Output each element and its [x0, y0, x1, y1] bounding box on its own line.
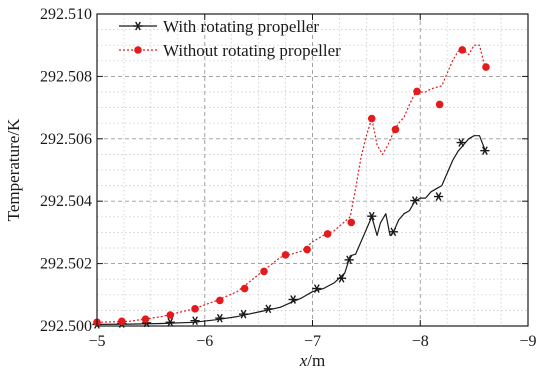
series-1-marker — [410, 196, 420, 205]
series-2-marker — [323, 230, 332, 238]
y-tick-label: 292.504 — [40, 193, 92, 210]
grid — [97, 14, 528, 326]
series-2-marker — [367, 114, 376, 123]
series-1-marker — [336, 273, 347, 283]
legend-label: Without rotating propeller — [163, 41, 341, 60]
y-tick-label: 292.506 — [40, 131, 92, 148]
x-tick-labels: −5 −6 −7 −8 −9 — [88, 333, 536, 350]
series-1-marker — [344, 255, 354, 265]
axis-ticks — [96, 13, 529, 327]
y-tick-label: 292.502 — [40, 256, 92, 273]
series-1-marker — [190, 316, 200, 326]
series-2-marker — [240, 284, 249, 293]
series-2-marker — [166, 311, 175, 319]
series-1-marker — [215, 313, 225, 323]
series-2-marker — [216, 296, 224, 305]
y-tick-label: 292.508 — [40, 68, 92, 85]
series-2-marker — [141, 315, 150, 323]
series-1-marker — [238, 309, 249, 319]
series-2-marker — [482, 63, 490, 71]
y-tick-label: 292.510 — [40, 6, 92, 23]
series-2-marker — [303, 245, 311, 254]
x-tick-label: −6 — [196, 333, 213, 350]
series-2-marker — [260, 267, 268, 276]
series-1-marker — [388, 227, 398, 237]
legend-marker — [133, 21, 143, 31]
legend-marker — [134, 46, 142, 54]
series-1-marker — [433, 192, 444, 201]
x-tick-label: −7 — [304, 333, 321, 350]
x-axis-label: x/m — [299, 351, 326, 370]
y-tick-label: 292.500 — [40, 318, 92, 335]
series-2-marker — [347, 218, 356, 227]
legend-label: With rotating propeller — [163, 17, 319, 36]
series-2-marker — [391, 125, 400, 134]
series-layer — [92, 44, 490, 329]
series-2-marker — [435, 100, 444, 109]
x-tick-label: −8 — [412, 333, 429, 350]
legend: With rotating propeller Without rotating … — [119, 17, 341, 60]
x-tick-label: −9 — [519, 333, 536, 350]
series-1-marker — [288, 295, 298, 304]
series-1-marker — [456, 138, 466, 147]
y-axis-label: Temperature/K — [4, 118, 23, 221]
series-1-line — [96, 135, 486, 325]
series-1-marker — [165, 317, 175, 327]
series-2-marker — [458, 46, 467, 54]
series-2-marker — [281, 251, 290, 259]
series-1-marker — [367, 211, 377, 221]
x-tick-label: −5 — [88, 333, 105, 350]
series-2-marker — [117, 317, 126, 326]
series-2-marker — [191, 305, 199, 313]
series-1-marker — [480, 146, 490, 155]
y-tick-labels: 292.500 292.502 292.504 292.506 292.508 292.5… — [40, 6, 92, 335]
series-2-marker — [413, 87, 421, 96]
series-1-marker — [312, 284, 322, 293]
series-1-marker — [263, 304, 273, 314]
